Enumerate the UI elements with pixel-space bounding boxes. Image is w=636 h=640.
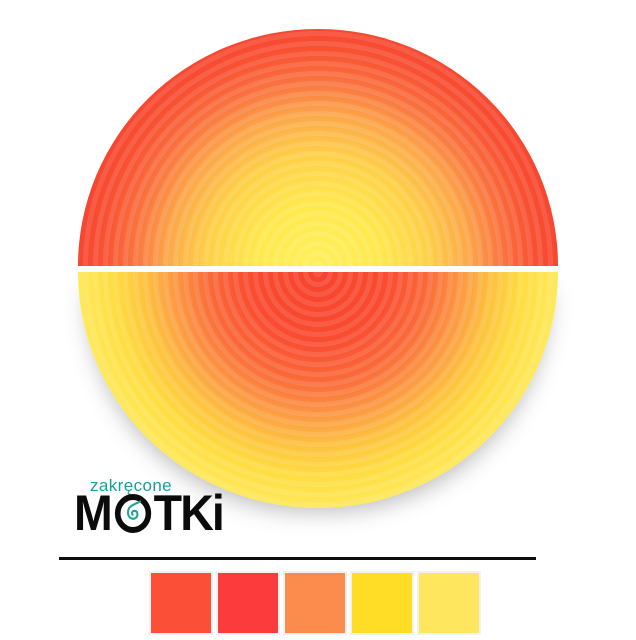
divider-line xyxy=(59,557,536,560)
logo-wordmark: M TKi xyxy=(74,485,225,541)
yarn-ball-o-icon xyxy=(114,493,151,533)
yarn-spiral-icon xyxy=(126,499,141,520)
sun-circle-top-half xyxy=(78,29,558,266)
palette-swatch-red xyxy=(216,571,280,635)
palette-swatch-light-yellow xyxy=(417,571,481,635)
wordmark-prefix: M xyxy=(74,485,113,541)
color-palette xyxy=(149,571,481,635)
palette-swatch-tomato xyxy=(149,571,213,635)
wordmark-suffix: TKi xyxy=(153,485,225,541)
palette-swatch-orange xyxy=(283,571,347,635)
sun-circle-bottom-half xyxy=(78,272,558,508)
logo-tagline: zakręcone xyxy=(90,476,173,495)
palette-swatch-yellow xyxy=(350,571,414,635)
